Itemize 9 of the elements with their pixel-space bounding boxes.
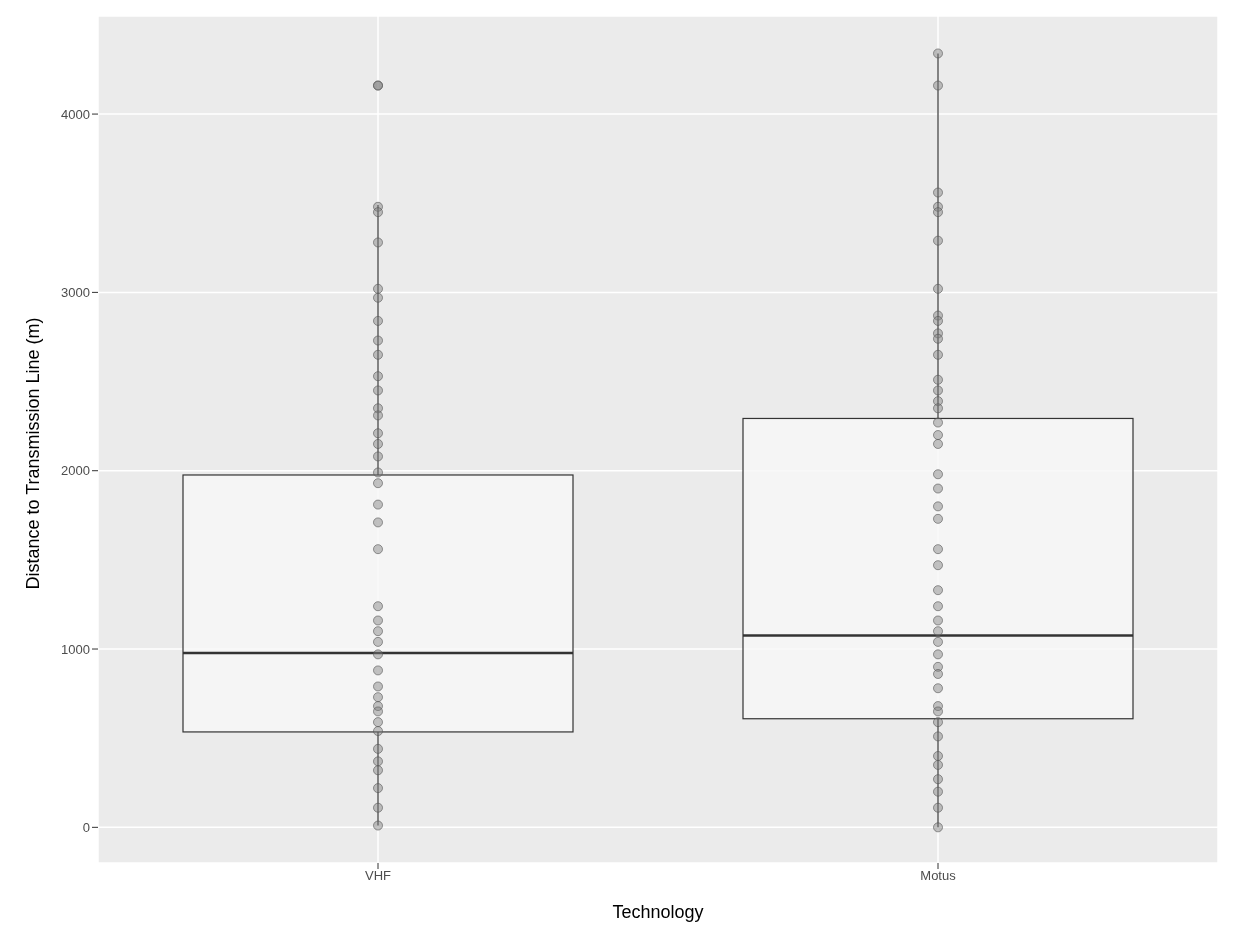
y-axis-title: Distance to Transmission Line (m) xyxy=(23,317,44,590)
x-tick-label: VHF xyxy=(365,868,392,884)
x-tick-label: Motus xyxy=(920,868,957,884)
x-axis-title: Technology xyxy=(612,902,704,922)
y-tick-label: 4000 xyxy=(61,106,90,122)
y-tick-label: 0 xyxy=(82,819,90,835)
y-tick-label: 2000 xyxy=(61,463,90,479)
y-tick-label: 1000 xyxy=(61,641,90,657)
y-tick-label: 3000 xyxy=(61,285,90,300)
